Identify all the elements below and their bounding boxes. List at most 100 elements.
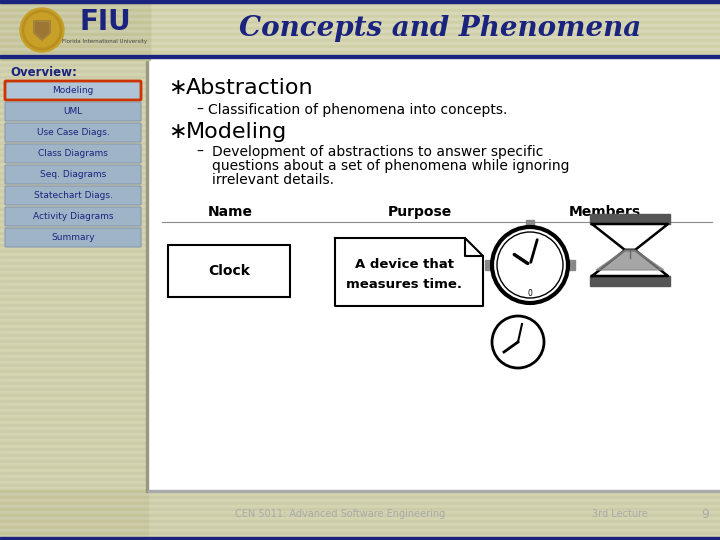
- Bar: [0, 285, 720, 288]
- Bar: [0, 469, 148, 472]
- Bar: [0, 262, 148, 265]
- Text: A device that
measures time.: A device that measures time.: [346, 258, 462, 291]
- Bar: [0, 18, 150, 21]
- Text: 3rd Lecture: 3rd Lecture: [592, 509, 648, 519]
- Bar: [0, 201, 720, 204]
- Bar: [0, 144, 720, 147]
- Bar: [0, 312, 720, 315]
- Text: Modeling: Modeling: [186, 122, 287, 142]
- Bar: [0, 60, 720, 63]
- Bar: [0, 514, 720, 517]
- Bar: [0, 223, 148, 226]
- Bar: [0, 150, 720, 153]
- Bar: [0, 295, 148, 298]
- Bar: [0, 501, 720, 504]
- Bar: [0, 445, 148, 448]
- Bar: [0, 219, 720, 222]
- Bar: [0, 69, 720, 72]
- Bar: [0, 36, 150, 39]
- Bar: [0, 394, 148, 397]
- Bar: [0, 288, 720, 291]
- Bar: [0, 186, 720, 189]
- FancyBboxPatch shape: [5, 207, 141, 226]
- Text: Classification of phenomena into concepts.: Classification of phenomena into concept…: [208, 103, 508, 117]
- Bar: [590, 214, 670, 224]
- Bar: [0, 154, 148, 157]
- Bar: [0, 330, 720, 333]
- Bar: [0, 496, 720, 499]
- Bar: [0, 388, 148, 391]
- Bar: [0, 48, 720, 51]
- Bar: [0, 124, 148, 127]
- Bar: [0, 517, 148, 520]
- Bar: [0, 283, 148, 286]
- Text: Overview:: Overview:: [10, 66, 77, 79]
- Bar: [0, 253, 148, 256]
- Bar: [0, 480, 720, 483]
- Bar: [0, 33, 150, 36]
- Bar: [0, 27, 720, 30]
- Bar: [0, 508, 148, 511]
- Bar: [0, 354, 720, 357]
- Bar: [0, 390, 720, 393]
- Bar: [0, 408, 720, 411]
- Bar: [0, 238, 148, 241]
- Bar: [0, 537, 720, 540]
- Bar: [0, 42, 720, 45]
- Bar: [0, 412, 148, 415]
- Bar: [0, 349, 148, 352]
- Bar: [0, 484, 148, 487]
- Bar: [0, 526, 148, 529]
- Bar: [0, 127, 148, 130]
- Bar: [0, 103, 148, 106]
- Bar: [0, 138, 720, 141]
- Bar: [0, 438, 720, 441]
- Bar: [0, 241, 148, 244]
- Bar: [0, 3, 720, 6]
- FancyBboxPatch shape: [5, 144, 141, 163]
- Bar: [0, 135, 720, 138]
- Bar: [0, 310, 148, 313]
- Bar: [0, 208, 148, 211]
- Bar: [0, 24, 720, 27]
- Bar: [0, 280, 148, 283]
- Bar: [0, 324, 720, 327]
- Bar: [0, 226, 148, 229]
- Bar: [0, 358, 148, 361]
- Text: UML: UML: [63, 107, 83, 116]
- Bar: [0, 114, 720, 117]
- Bar: [0, 21, 150, 24]
- Bar: [0, 465, 720, 468]
- Bar: [0, 106, 148, 109]
- Bar: [0, 528, 720, 531]
- Bar: [0, 499, 148, 502]
- Bar: [0, 507, 720, 510]
- Bar: [0, 429, 720, 432]
- Bar: [0, 235, 148, 238]
- Bar: [0, 490, 148, 493]
- Bar: [0, 282, 720, 285]
- Bar: [0, 148, 148, 151]
- Bar: [0, 450, 720, 453]
- Bar: [0, 279, 720, 282]
- Bar: [0, 121, 148, 124]
- Bar: [146, 58, 148, 492]
- Bar: [0, 244, 148, 247]
- Bar: [0, 361, 148, 364]
- Bar: [0, 340, 148, 343]
- Bar: [0, 523, 148, 526]
- Bar: [0, 435, 720, 438]
- Text: irrelevant details.: irrelevant details.: [212, 173, 334, 187]
- Bar: [0, 30, 720, 33]
- Bar: [0, 142, 148, 145]
- Bar: [0, 45, 150, 48]
- Bar: [0, 93, 720, 96]
- Bar: [0, 343, 148, 346]
- Bar: [0, 322, 148, 325]
- Bar: [0, 325, 148, 328]
- Bar: [0, 76, 148, 79]
- Polygon shape: [335, 238, 483, 306]
- Bar: [0, 67, 148, 70]
- Bar: [0, 442, 148, 445]
- Polygon shape: [34, 21, 50, 40]
